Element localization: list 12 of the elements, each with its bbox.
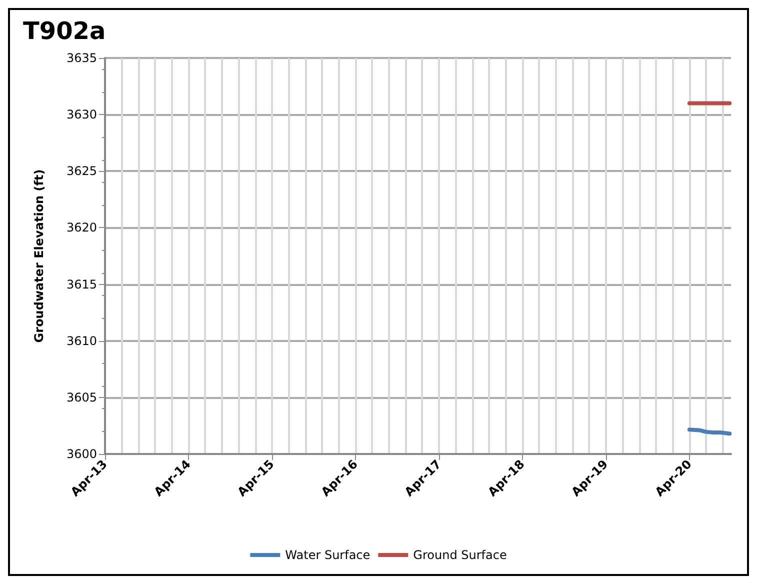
y-axis-title: Groudwater Elevation (ft) [32, 169, 46, 343]
y-tick-label: 3605 [66, 390, 97, 404]
y-tick-label: 3625 [66, 164, 97, 178]
legend-label: Water Surface [285, 548, 370, 562]
legend-label: Ground Surface [413, 548, 507, 562]
y-tick-label: 3610 [66, 334, 97, 348]
y-tick-label: 3630 [66, 108, 97, 122]
y-tick-label: 3600 [66, 447, 97, 461]
chart-title: T902a [23, 17, 106, 45]
y-tick-label: 3615 [66, 277, 97, 292]
y-tick-label: 3620 [66, 220, 97, 235]
y-tick-label: 3635 [66, 51, 97, 65]
